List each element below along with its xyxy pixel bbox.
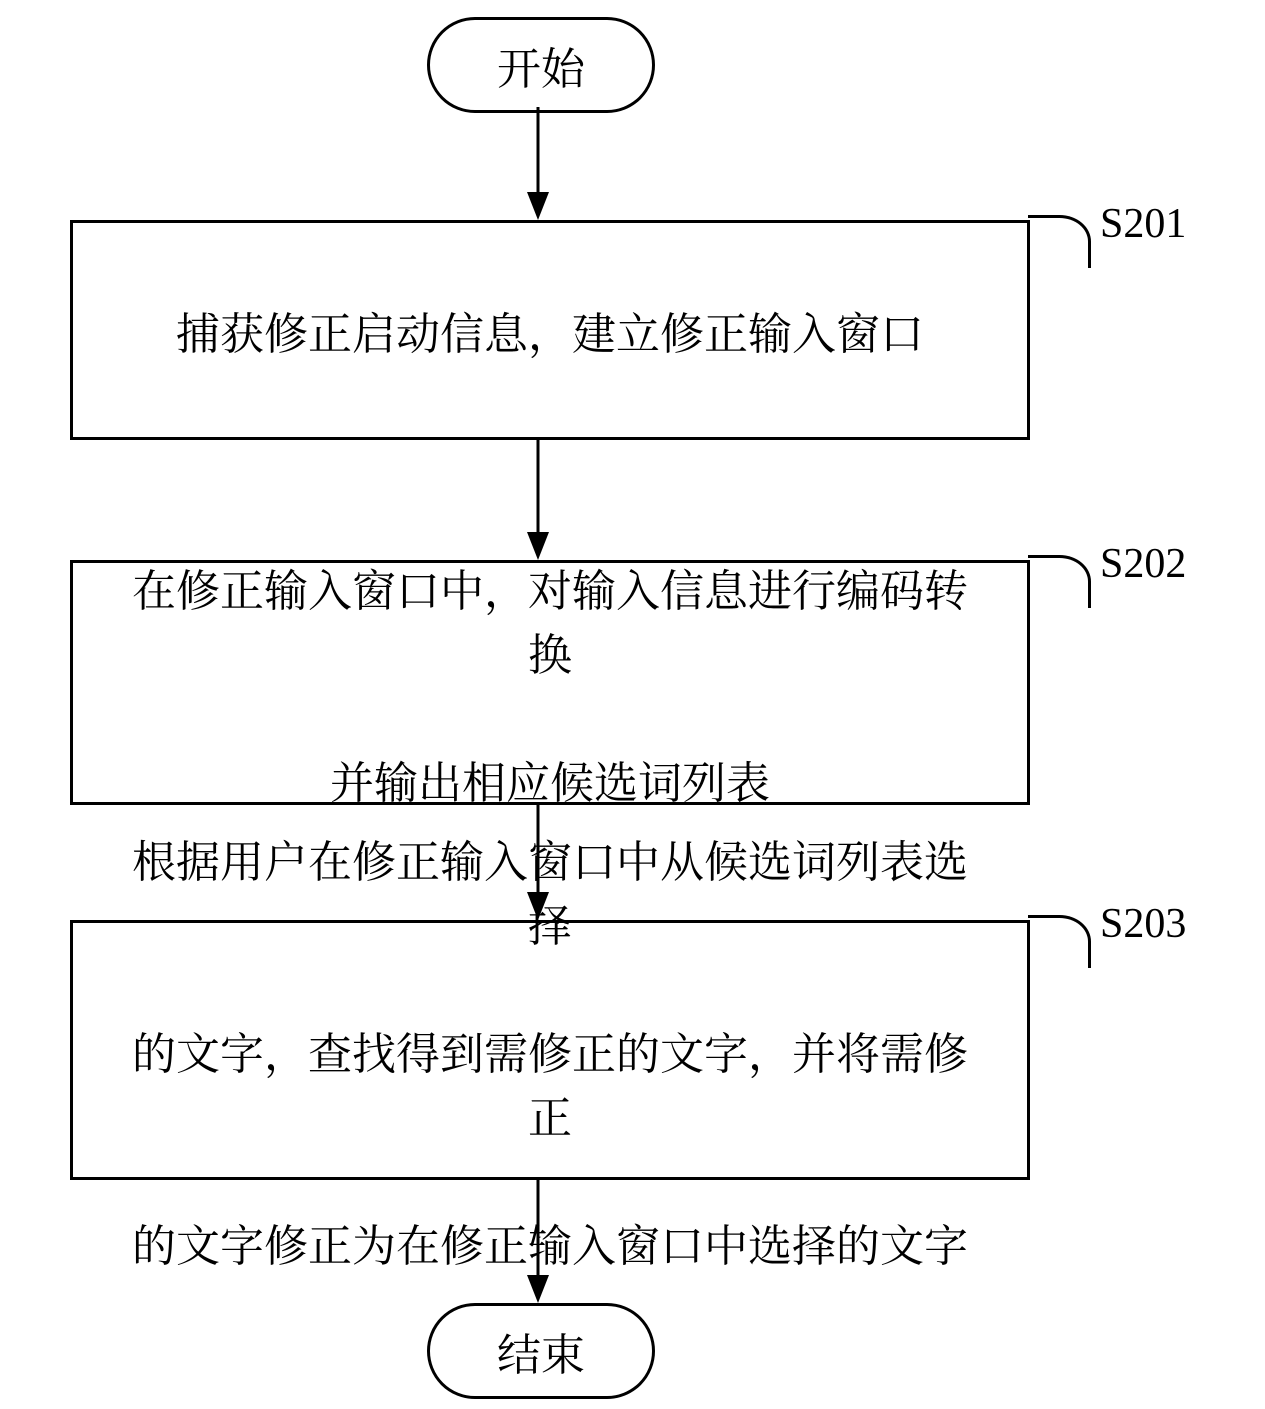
process-s203-line2: 的文字，查找得到需修正的文字，并将需修正 <box>113 1018 987 1146</box>
process-s201-line1: 捕获修正启动信息，建立修正输入窗口 <box>176 298 924 362</box>
terminator-end: 结束 <box>427 1303 655 1399</box>
terminator-start: 开始 <box>427 17 655 113</box>
process-s202: 在修正输入窗口中，对输入信息进行编码转换 并输出相应候选词列表 <box>70 560 1030 805</box>
process-s203-line1: 根据用户在修正输入窗口中从候选词列表选择 <box>113 826 987 954</box>
leader-s201 <box>1028 215 1091 268</box>
leader-s203 <box>1028 915 1091 968</box>
process-s203: 根据用户在修正输入窗口中从候选词列表选择 的文字，查找得到需修正的文字，并将需修… <box>70 920 1030 1180</box>
terminator-end-label: 结束 <box>497 1319 585 1383</box>
process-s201: 捕获修正启动信息，建立修正输入窗口 <box>70 220 1030 440</box>
process-s202-line1: 在修正输入窗口中，对输入信息进行编码转换 <box>113 555 987 683</box>
process-s203-line3: 的文字修正为在修正输入窗口中选择的文字 <box>113 1210 987 1274</box>
step-label-s201: S201 <box>1100 200 1186 248</box>
process-s202-line2: 并输出相应候选词列表 <box>113 747 987 811</box>
step-label-s202: S202 <box>1100 540 1186 588</box>
terminator-start-label: 开始 <box>497 33 585 97</box>
flowchart-canvas: 开始 S201 捕获修正启动信息，建立修正输入窗口 S202 在修正输入窗口中，… <box>0 0 1265 1409</box>
leader-s202 <box>1028 555 1091 608</box>
step-label-s203: S203 <box>1100 900 1186 948</box>
